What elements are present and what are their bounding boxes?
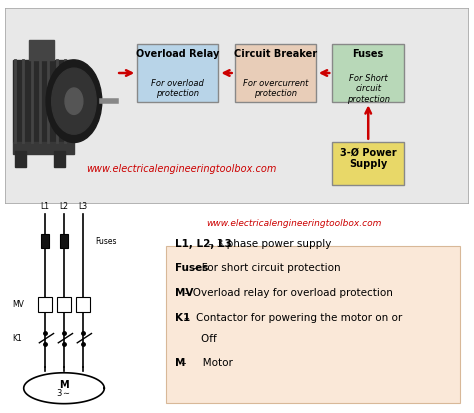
- Text: MV: MV: [175, 288, 194, 298]
- Text: 3-Ø Power
Supply: 3-Ø Power Supply: [340, 147, 397, 169]
- Text: –  Contactor for powering the motor on or: – Contactor for powering the motor on or: [181, 313, 402, 323]
- Bar: [54, 151, 65, 167]
- FancyBboxPatch shape: [235, 44, 316, 102]
- Text: L1, L2, L3: L1, L2, L3: [175, 239, 232, 249]
- Text: Fuses: Fuses: [175, 263, 209, 273]
- Text: – For short circuit protection: – For short circuit protection: [190, 263, 341, 273]
- Bar: [60, 234, 68, 248]
- Text: Fuses: Fuses: [353, 50, 384, 59]
- Bar: [41, 234, 49, 248]
- Bar: [57, 297, 71, 312]
- Text: For Short
circuit
protection: For Short circuit protection: [346, 74, 390, 104]
- Text: K1: K1: [12, 334, 22, 343]
- FancyBboxPatch shape: [137, 44, 219, 102]
- Bar: [76, 297, 90, 312]
- Bar: [38, 297, 52, 312]
- Bar: [13, 60, 74, 142]
- Text: Fuses: Fuses: [95, 237, 116, 246]
- Text: L3: L3: [78, 202, 88, 211]
- Text: – Overload relay for overload protection: – Overload relay for overload protection: [181, 288, 393, 298]
- FancyBboxPatch shape: [5, 8, 469, 204]
- Text: M: M: [59, 380, 69, 389]
- Text: For overload
protection: For overload protection: [151, 79, 204, 98]
- Text: www.electricalengineeringtoolbox.com: www.electricalengineeringtoolbox.com: [86, 164, 276, 174]
- Text: M: M: [175, 358, 186, 368]
- Text: K1: K1: [175, 313, 191, 323]
- Text: L1: L1: [41, 202, 49, 211]
- Text: Off: Off: [175, 334, 217, 344]
- Text: For overcurrent
protection: For overcurrent protection: [243, 79, 308, 98]
- Text: MV: MV: [12, 300, 24, 309]
- Text: 3$\sim$: 3$\sim$: [56, 387, 72, 398]
- Text: Overload Relay: Overload Relay: [136, 50, 219, 59]
- Text: – 3 phase power supply: – 3 phase power supply: [205, 239, 331, 249]
- FancyBboxPatch shape: [166, 246, 460, 403]
- Bar: [13, 142, 74, 154]
- Circle shape: [52, 68, 96, 134]
- Text: www.electricalengineeringtoolbox.com: www.electricalengineeringtoolbox.com: [206, 218, 382, 228]
- Bar: [29, 40, 54, 60]
- FancyBboxPatch shape: [332, 44, 404, 102]
- Text: Circuit Breaker: Circuit Breaker: [234, 50, 317, 59]
- FancyBboxPatch shape: [332, 142, 404, 185]
- Text: L2: L2: [60, 202, 68, 211]
- Bar: [15, 151, 26, 167]
- Circle shape: [65, 88, 83, 114]
- Circle shape: [46, 60, 102, 142]
- Text: –     Motor: – Motor: [178, 358, 233, 368]
